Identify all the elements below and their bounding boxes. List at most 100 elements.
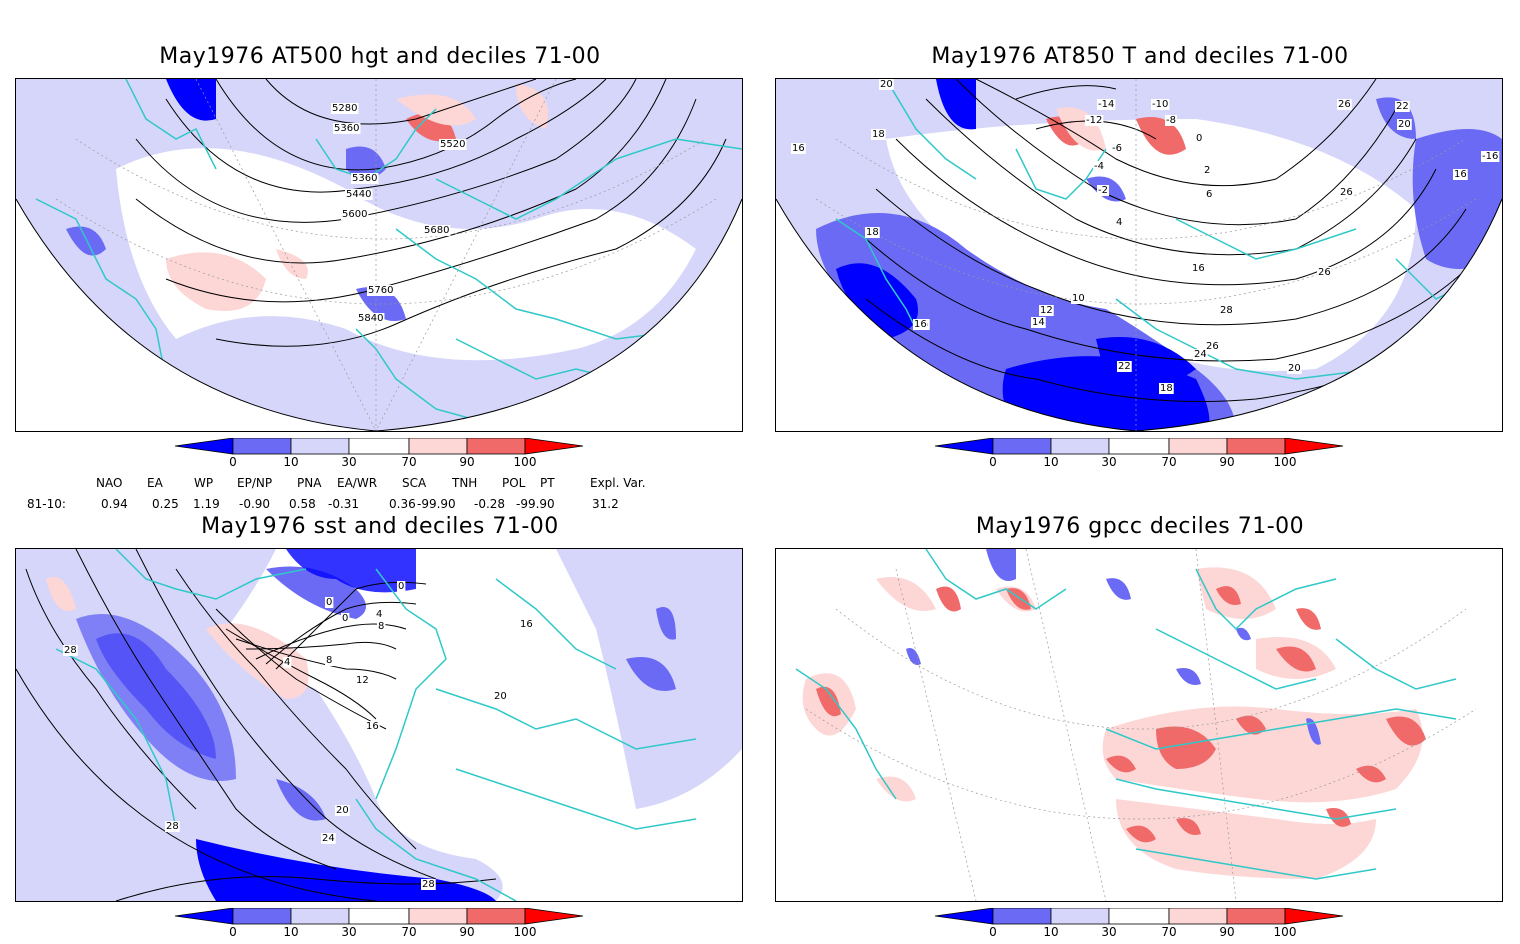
colorbar-sst-svg [175,908,584,925]
contour-label: 0 [398,581,404,592]
contour-label: 28 [64,645,77,656]
contour-label: 5600 [342,209,367,220]
colorbar-tick: 10 [283,925,299,939]
contour-label: 8 [326,655,332,666]
index-value: -99.90 [417,497,456,511]
contour-label: 2 [1204,165,1210,176]
contour-labels-850t: 20 18 16 18 16 -14 -12 -10 -8 -6 -4 -2 0… [791,79,1500,394]
colorbar-tick: 90 [459,925,475,939]
index-header: TNH [452,476,478,490]
colorbar-tick: 30 [341,925,357,939]
contour-label: 8 [378,621,384,632]
panel-title-500hgt: May1976 AT500 hgt and deciles 71-00 [159,44,601,69]
colorbar-tick: 100 [1273,455,1297,469]
contour-label: 5360 [352,173,377,184]
contour-label: 20 [1398,119,1411,130]
colorbar-tick: 100 [513,455,537,469]
colorbar-500hgt-svg [175,438,584,455]
contour-label: 20 [880,79,893,90]
map-panel-gpcc [775,548,1503,902]
colorbar-tick: 90 [459,455,475,469]
index-header: WP [194,476,214,490]
contour-label: 16 [366,721,379,732]
contour-label: 4 [376,609,382,620]
colorbar-tick: 70 [1161,455,1177,469]
colorbar-500hgt: 0 10 30 70 90 100 [175,438,595,474]
contour-label: 28 [422,879,435,890]
contour-label: 14 [1032,317,1045,328]
colorbar-tick: 90 [1219,925,1235,939]
contour-label: 5280 [332,103,357,114]
contour-label: 20 [336,805,349,816]
contour-label: 16 [914,319,927,330]
contour-label: -8 [1166,115,1176,126]
colorbar-tick: 30 [1101,455,1117,469]
map-sst-svg: 28 0 0 0 4 8 4 8 12 16 16 20 20 24 28 28 [16,549,742,901]
contour-label: 20 [1288,363,1301,374]
colorbar-tick: 70 [1161,925,1177,939]
index-value: 0.25 [152,497,179,511]
index-header: EP/NP [237,476,273,490]
contour-label: -14 [1098,99,1114,110]
contour-labels-sst: 28 0 0 0 4 8 4 8 12 16 16 20 20 24 28 28 [63,581,534,890]
colorbar-sst: 0 10 30 70 90 100 [175,908,595,944]
contour-label: 16 [520,619,533,630]
contour-label: 22 [1396,101,1409,112]
index-header: NAO [96,476,123,490]
colorbar-850t-svg [935,438,1344,455]
contour-labels-500hgt: 5280 5360 5360 5440 5520 5600 5680 5760 … [331,103,467,324]
index-header: PT [540,476,555,490]
colorbar-tick: 70 [401,455,417,469]
colorbar-gpcc: 0 10 30 70 90 100 [935,908,1355,944]
contour-label: 26 [1206,341,1219,352]
index-value: 0.36 [389,497,416,511]
index-value: -0.90 [239,497,271,511]
contour-label: 18 [872,129,885,140]
contour-label: 18 [1160,383,1173,394]
map-panel-500hgt: 5280 5360 5360 5440 5520 5600 5680 5760 … [15,78,743,432]
contour-label: 28 [1220,305,1233,316]
map-panel-sst: 28 0 0 0 4 8 4 8 12 16 16 20 20 24 28 28 [15,548,743,902]
colorbar-gpcc-svg [935,908,1344,925]
contour-label: 22 [1118,361,1131,372]
contour-label: 0 [342,613,348,624]
contour-label: 5840 [358,313,383,324]
contour-label: 4 [1116,217,1122,228]
index-header: SCA [402,476,427,490]
contour-label: 26 [1318,267,1331,278]
contour-label: 26 [1338,99,1351,110]
index-header: PNA [297,476,322,490]
contour-label: 16 [1192,263,1205,274]
contour-label: 24 [1194,349,1207,360]
contour-label: 28 [166,821,179,832]
contour-label: -16 [1482,151,1498,162]
colorbar-tick: 10 [283,455,299,469]
contour-label: 5760 [368,285,393,296]
contour-label: 26 [1340,187,1353,198]
colorbar-tick: 100 [513,925,537,939]
colorbar-tick: 10 [1043,455,1059,469]
contour-label: 12 [356,675,369,686]
index-value: 0.58 [289,497,316,511]
colorbar-tick: 30 [341,455,357,469]
colorbar-tick: 10 [1043,925,1059,939]
colorbar-850t: 0 10 30 70 90 100 [935,438,1355,474]
colorbar-tick: 0 [229,455,237,469]
contour-label: 5680 [424,225,449,236]
contour-label: -10 [1152,99,1168,110]
contour-label: 0 [326,597,332,608]
colorbar-tick: 0 [989,455,997,469]
contour-label: 5520 [440,139,465,150]
colorbar-tick: 100 [1273,925,1297,939]
contour-label: 5360 [334,123,359,134]
contour-label: 5440 [346,189,371,200]
contour-label: 12 [1040,305,1053,316]
contour-label: -4 [1094,161,1104,172]
panel-title-850t: May1976 AT850 T and deciles 71-00 [931,44,1349,69]
map-850t-svg: 20 18 16 18 16 -14 -12 -10 -8 -6 -4 -2 0… [776,79,1502,431]
colorbar-tick: 70 [401,925,417,939]
index-value: 31.2 [592,497,619,511]
contour-label: -12 [1086,115,1102,126]
index-header: EA/WR [337,476,378,490]
index-value: -0.28 [474,497,506,511]
